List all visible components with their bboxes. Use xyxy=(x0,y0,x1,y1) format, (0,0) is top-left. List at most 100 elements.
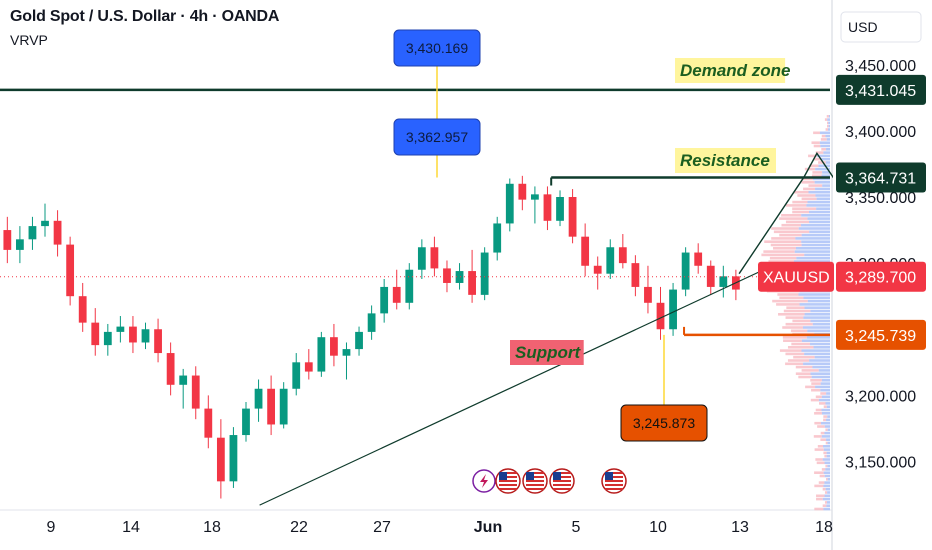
candle[interactable] xyxy=(669,289,677,330)
candle[interactable] xyxy=(681,252,690,290)
support-price-tag[interactable]: 3,245.739 xyxy=(836,319,926,350)
candle[interactable] xyxy=(116,326,125,332)
candle[interactable] xyxy=(317,337,326,372)
candle[interactable] xyxy=(505,183,514,224)
candle[interactable] xyxy=(581,236,590,266)
volume-bar-buy xyxy=(798,293,830,296)
candle[interactable] xyxy=(468,271,476,295)
candle[interactable] xyxy=(606,247,615,274)
volume-bar-sell xyxy=(819,402,826,405)
volume-bar-sell xyxy=(825,428,828,432)
candle[interactable] xyxy=(631,263,640,287)
volume-bar-sell xyxy=(816,497,823,501)
candle[interactable] xyxy=(644,286,652,303)
candle[interactable] xyxy=(443,268,451,283)
candle[interactable] xyxy=(556,197,564,221)
candle[interactable] xyxy=(216,437,225,482)
volume-bar-sell xyxy=(779,233,802,237)
candle[interactable] xyxy=(543,194,552,221)
resistance-price-tag[interactable]: 3,364.731 xyxy=(836,162,926,193)
demand-price-tag[interactable]: 3,431.045 xyxy=(836,74,926,105)
candle[interactable] xyxy=(518,183,527,200)
candle[interactable] xyxy=(367,313,376,332)
candle[interactable] xyxy=(53,220,62,245)
lightning-icon[interactable] xyxy=(472,469,496,493)
candle[interactable] xyxy=(304,362,313,372)
candle[interactable] xyxy=(455,271,464,283)
candle[interactable] xyxy=(568,197,577,237)
candle[interactable] xyxy=(355,331,363,350)
volume-bar-buy xyxy=(826,504,830,507)
candle[interactable] xyxy=(267,388,276,425)
candle[interactable] xyxy=(204,408,213,438)
volume-bar-sell xyxy=(818,481,825,484)
candle[interactable] xyxy=(618,247,627,264)
candle[interactable] xyxy=(292,362,301,389)
candle[interactable] xyxy=(480,252,489,295)
callout-resistance-value[interactable]: 3,362.957 xyxy=(393,118,481,156)
support-label[interactable]: Support xyxy=(510,340,584,365)
candle[interactable] xyxy=(531,194,539,200)
volume-bar-sell xyxy=(813,131,820,135)
currency-button[interactable] xyxy=(840,11,922,43)
chart-title[interactable]: Gold Spot / U.S. Dollar · 4h · OANDA xyxy=(10,8,280,25)
candle[interactable] xyxy=(242,408,250,436)
candle[interactable] xyxy=(91,322,100,346)
us-flag-icon[interactable] xyxy=(601,468,627,494)
candle[interactable] xyxy=(191,375,200,409)
candle[interactable] xyxy=(405,269,414,303)
candle[interactable] xyxy=(41,220,49,227)
candle[interactable] xyxy=(593,265,602,274)
candle[interactable] xyxy=(493,223,502,253)
candle[interactable] xyxy=(66,244,75,297)
candle[interactable] xyxy=(179,375,188,385)
candle[interactable] xyxy=(129,326,137,343)
candle[interactable] xyxy=(254,388,263,409)
demand-zone-label[interactable]: Demand zone xyxy=(675,58,791,83)
candle[interactable] xyxy=(154,329,162,354)
currency-label: USD xyxy=(848,19,878,35)
candle[interactable] xyxy=(15,239,24,250)
volume-bar-buy xyxy=(810,372,830,375)
candle[interactable] xyxy=(694,252,703,266)
indicator-label[interactable]: VRVP xyxy=(10,32,48,48)
volume-bar-buy xyxy=(825,468,830,471)
callout-demand-target[interactable]: 3,430.169 xyxy=(393,29,481,67)
candle[interactable] xyxy=(28,226,37,240)
us-flag-icon[interactable] xyxy=(495,468,521,494)
volume-bar-sell xyxy=(823,405,827,408)
volume-bar-buy xyxy=(807,299,830,303)
candle[interactable] xyxy=(430,247,439,269)
ascending-trendline[interactable] xyxy=(259,262,779,506)
price-axis: USD3,450.0003,400.0003,350.0003,300.0003… xyxy=(758,0,932,550)
us-flag-stripe xyxy=(605,472,623,474)
candle[interactable] xyxy=(656,302,665,330)
candle[interactable] xyxy=(342,349,351,356)
candle[interactable] xyxy=(719,276,728,287)
candle[interactable] xyxy=(3,230,12,250)
volume-bar-sell xyxy=(814,471,824,474)
candle[interactable] xyxy=(380,286,389,314)
last-price-tag[interactable]: 3,289.700 xyxy=(836,261,926,292)
candle[interactable] xyxy=(103,331,112,346)
us-flag-icon[interactable] xyxy=(549,468,575,494)
volume-bar-sell xyxy=(778,313,805,316)
candle[interactable] xyxy=(330,337,338,356)
callout-support-value[interactable]: 3,245.873 xyxy=(620,404,708,442)
us-flag-icon[interactable] xyxy=(522,468,548,494)
candle[interactable] xyxy=(78,296,87,323)
candle[interactable] xyxy=(141,329,150,343)
x-tick-label: 10 xyxy=(649,519,667,536)
volume-bar-sell xyxy=(816,494,825,498)
candle[interactable] xyxy=(229,435,238,482)
symbol-tag[interactable]: XAUUSD xyxy=(758,261,834,292)
candle[interactable] xyxy=(392,286,401,303)
candle[interactable] xyxy=(279,388,288,425)
candle[interactable] xyxy=(166,353,175,385)
volume-bar-sell xyxy=(815,458,823,461)
candle[interactable] xyxy=(706,265,715,287)
volume-bar-sell xyxy=(822,504,827,507)
resistance-label[interactable]: Resistance xyxy=(675,148,776,173)
candle[interactable] xyxy=(417,247,426,270)
